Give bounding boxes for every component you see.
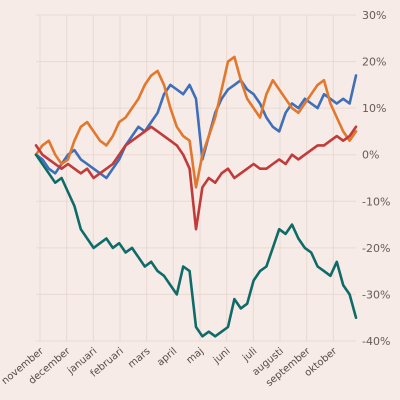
- y-tick-label: 0%: [362, 149, 379, 162]
- y-tick-label: 30%: [362, 9, 386, 22]
- y-tick-label: 20%: [362, 56, 386, 69]
- x-tick-label: juni: [211, 346, 233, 367]
- x-tick-label: maj: [185, 346, 206, 366]
- series-layer: [34, 55, 358, 338]
- y-axis-ticks: 30% 20% 10% 0% -10% -20% -30% -40%: [362, 9, 390, 348]
- x-tick-label: mars: [126, 346, 152, 371]
- y-tick-label: -30%: [362, 288, 390, 301]
- y-tick-label: -20%: [362, 242, 390, 255]
- x-tick-label: april: [155, 346, 179, 369]
- y-tick-label: 10%: [362, 102, 386, 115]
- y-tick-label: -40%: [362, 335, 390, 348]
- series-line-1: [34, 74, 358, 180]
- grid: [36, 14, 356, 342]
- series-line-2: [34, 55, 358, 189]
- y-tick-label: -10%: [362, 195, 390, 208]
- x-tick-label: juli: [240, 346, 259, 365]
- series-line-3: [34, 125, 358, 231]
- series-line-4: [34, 153, 358, 338]
